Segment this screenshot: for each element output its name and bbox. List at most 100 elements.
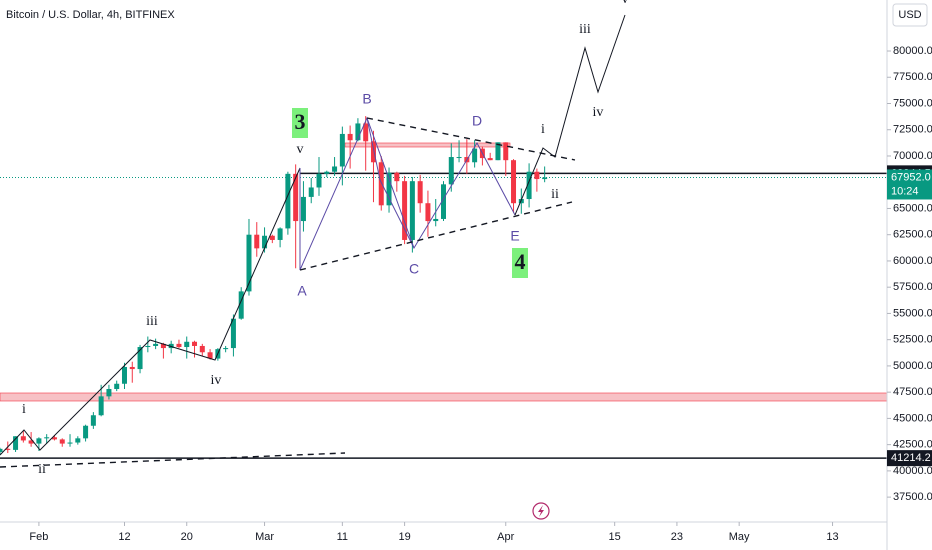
candle-body — [300, 196, 306, 222]
abc-wave-line — [299, 116, 516, 271]
candle-body — [370, 141, 376, 163]
candle-body — [363, 123, 369, 142]
currency-box[interactable] — [892, 3, 928, 27]
x-tick-label: 11 — [337, 531, 348, 543]
wave-badge — [512, 248, 528, 278]
candle-body — [254, 234, 260, 249]
y-tick-label: 60000.0 — [893, 255, 932, 267]
y-tick-label: 37500.0 — [893, 491, 932, 503]
candle-body — [153, 343, 159, 346]
candle-body — [207, 352, 213, 359]
candle-body — [176, 343, 182, 348]
y-tick-label: 40000.0 — [893, 465, 932, 477]
y-tick-label: 42500.0 — [893, 439, 932, 451]
trend-line — [0, 452, 346, 468]
candle-body — [425, 203, 431, 222]
candle-body — [402, 181, 408, 240]
x-tick-label: May — [729, 531, 750, 543]
y-tick-label: 45000.0 — [893, 412, 932, 424]
wave-label: ii — [551, 187, 559, 202]
y-tick-label: 62500.0 — [893, 229, 932, 241]
candle-body — [121, 366, 127, 384]
candle-body — [238, 291, 244, 319]
candle-body — [230, 318, 236, 349]
candle-body — [503, 142, 509, 161]
candle-body — [246, 234, 252, 292]
candle-body — [378, 162, 384, 206]
candle-body — [542, 177, 548, 180]
wave-label: E — [510, 228, 519, 244]
candle-body — [456, 157, 462, 159]
candle-body — [168, 343, 174, 349]
candle-body — [20, 436, 26, 441]
candle-body — [417, 181, 423, 204]
candle-body — [114, 383, 120, 390]
candle-body — [28, 440, 34, 444]
y-tick-label: 55000.0 — [893, 307, 932, 319]
y-tick-label: 72500.0 — [893, 124, 932, 136]
resistance-zone — [0, 392, 888, 402]
abc-wave-line — [366, 117, 415, 249]
candle-body — [262, 235, 268, 249]
candle-body — [44, 437, 50, 439]
candle-body — [448, 157, 454, 185]
candle-body — [83, 425, 89, 439]
y-tick-label: 65000.0 — [893, 202, 932, 214]
candle-body — [5, 448, 11, 450]
last-price-tag — [887, 169, 932, 200]
candle-body — [98, 396, 104, 416]
candle-body — [137, 347, 143, 370]
projection-line — [514, 14, 626, 216]
event-icon-bolt — [538, 505, 544, 517]
y-tick-label: 75000.0 — [893, 97, 932, 109]
y-tick-label: 77500.0 — [893, 71, 932, 83]
candle-body — [13, 436, 19, 450]
candle-body — [67, 442, 73, 444]
triangle-lower — [299, 201, 573, 271]
candle-body — [386, 172, 392, 206]
x-tick-label: Mar — [255, 531, 274, 543]
candle-body — [59, 439, 65, 444]
candle-body — [192, 341, 198, 346]
x-tick-label: 12 — [118, 531, 130, 543]
candle-body — [409, 181, 415, 240]
candle-body — [277, 228, 283, 240]
candle-body — [347, 133, 353, 141]
price-line-label: 41214.2 — [891, 452, 931, 464]
candle-body — [184, 341, 190, 348]
chart-title: Bitcoin / U.S. Dollar, 4h, BITFINEX — [6, 9, 175, 21]
candle-body — [51, 437, 57, 440]
wave-label: i — [541, 122, 545, 137]
candle-body — [394, 172, 400, 182]
y-tick-label: 50000.0 — [893, 360, 932, 372]
wave-label: iii — [146, 314, 158, 329]
wave-label: i — [22, 402, 26, 417]
x-tick-label: 15 — [609, 531, 621, 543]
currency: USD — [898, 9, 921, 21]
wave-label: iii — [579, 22, 591, 37]
candle-body — [285, 173, 291, 229]
candle-body — [106, 389, 112, 397]
candle-body — [441, 184, 446, 219]
candle-body — [339, 133, 345, 167]
drawings — [0, 14, 626, 468]
candle-body — [223, 348, 229, 350]
wave-label: B — [362, 91, 371, 107]
candle-body — [0, 448, 3, 452]
wave-label: C — [409, 261, 419, 277]
candle-body — [324, 171, 330, 174]
candle-body — [269, 235, 275, 240]
x-tick-label: Apr — [497, 531, 514, 543]
wave-label: 4 — [515, 249, 526, 274]
candle-body — [332, 166, 338, 172]
resistance-zone — [344, 142, 511, 148]
candle-body — [511, 160, 517, 204]
candle-body — [433, 218, 439, 222]
candle-body — [199, 345, 205, 353]
x-tick-label: Feb — [29, 531, 48, 543]
candle-body — [308, 187, 314, 197]
wave-label: A — [297, 283, 307, 299]
